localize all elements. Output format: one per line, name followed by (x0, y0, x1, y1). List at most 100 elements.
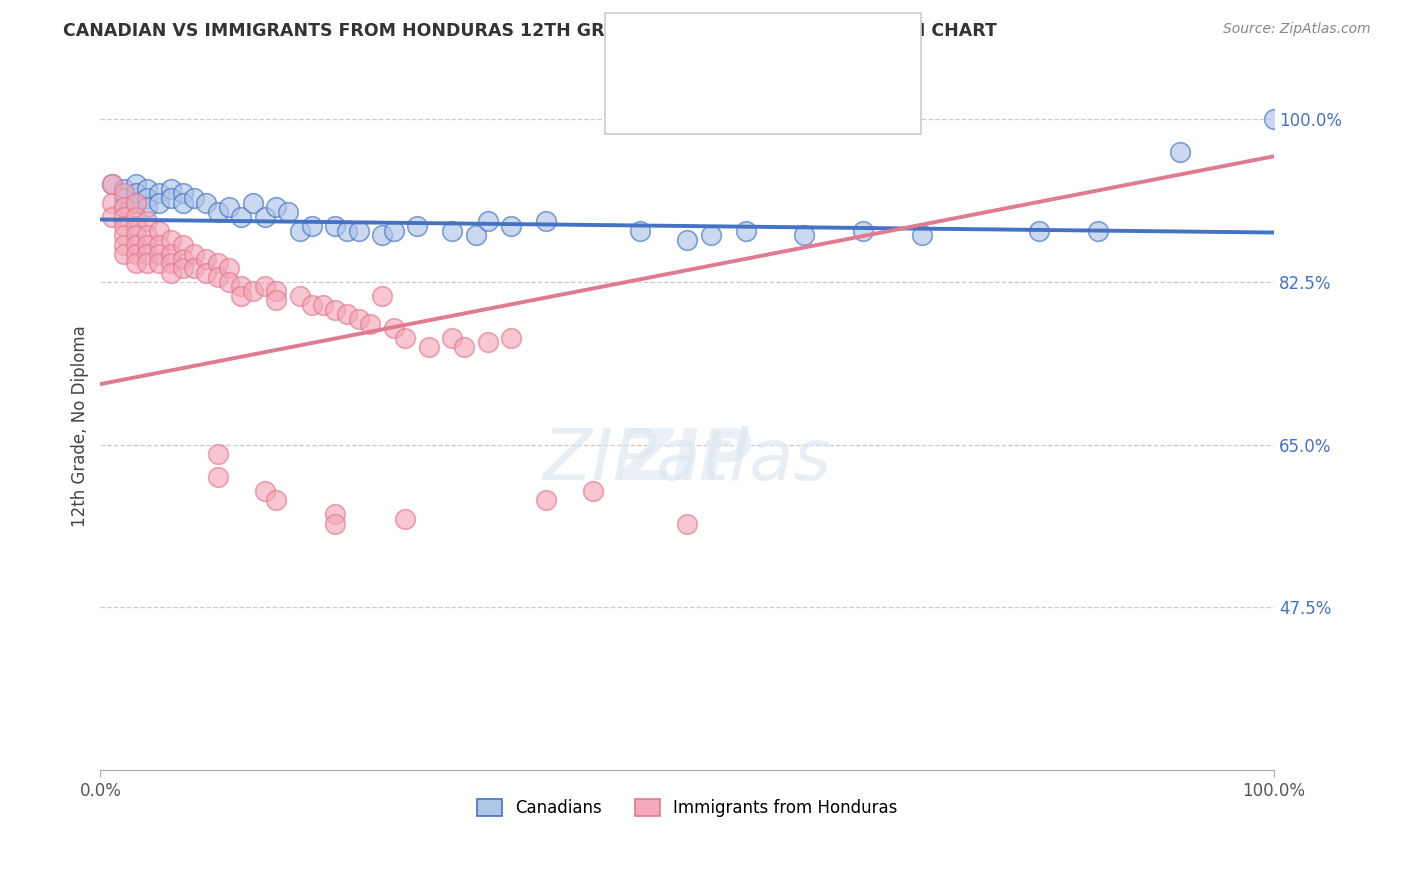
Point (136, 228, 159, 243)
Point (159, 266, 181, 280)
Point (159, 247, 181, 261)
Point (112, 247, 135, 261)
Point (112, 191, 135, 205)
Point (676, 233, 699, 247)
Point (112, 219, 135, 233)
Point (382, 224, 405, 238)
Point (112, 237, 135, 252)
Point (183, 260, 205, 275)
Point (124, 177, 146, 191)
Point (159, 256, 181, 270)
Text: N =: N = (756, 87, 808, 105)
Point (112, 210, 135, 224)
Point (266, 493, 288, 508)
Point (242, 284, 264, 298)
Point (288, 289, 311, 303)
Point (477, 335, 499, 350)
Point (288, 224, 311, 238)
Point (536, 493, 558, 508)
Point (112, 201, 135, 215)
Point (218, 201, 240, 215)
Point (418, 340, 440, 354)
Point (323, 508, 346, 522)
Point (124, 195, 146, 210)
Point (183, 191, 205, 205)
Point (194, 252, 217, 266)
Point (1028, 224, 1050, 238)
Point (136, 256, 159, 270)
Text: N =: N = (756, 29, 808, 47)
Point (194, 195, 217, 210)
Point (148, 195, 170, 210)
Point (253, 210, 276, 224)
Point (266, 293, 288, 308)
Point (136, 182, 159, 196)
Point (323, 219, 346, 233)
Text: ZIPatlas: ZIPatlas (543, 425, 831, 495)
Point (112, 201, 135, 215)
Point (136, 191, 159, 205)
Point (464, 228, 486, 243)
Point (477, 214, 499, 228)
Point (501, 330, 523, 344)
Point (1087, 224, 1109, 238)
Point (124, 210, 146, 224)
Point (699, 228, 721, 243)
Point (218, 260, 240, 275)
Point (136, 247, 159, 261)
Point (441, 224, 464, 238)
Point (172, 186, 194, 201)
Point (394, 330, 416, 344)
Point (266, 284, 288, 298)
Point (207, 470, 229, 484)
Point (582, 483, 605, 498)
Point (124, 237, 146, 252)
Point (793, 228, 815, 243)
Point (112, 182, 135, 196)
Point (148, 186, 170, 201)
Point (136, 201, 159, 215)
Text: 50: 50 (796, 29, 823, 48)
Point (159, 191, 181, 205)
Point (124, 247, 146, 261)
Point (323, 302, 346, 317)
Point (406, 219, 429, 233)
Point (301, 219, 323, 233)
Point (628, 224, 651, 238)
Point (453, 340, 475, 354)
Point (112, 186, 135, 201)
Text: 72: 72 (796, 87, 823, 106)
Point (101, 210, 124, 224)
Point (253, 279, 276, 293)
Legend: Canadians, Immigrants from Honduras: Canadians, Immigrants from Honduras (470, 792, 904, 823)
Point (194, 266, 217, 280)
Point (852, 224, 875, 238)
Point (253, 483, 276, 498)
Point (371, 289, 394, 303)
Point (242, 195, 264, 210)
Point (347, 312, 370, 326)
Point (312, 298, 335, 312)
Point (231, 279, 253, 293)
Point (207, 270, 229, 285)
Point (124, 186, 146, 201)
Point (183, 247, 205, 261)
Point (124, 256, 146, 270)
Text: R =: R = (661, 87, 700, 105)
Point (172, 237, 194, 252)
Point (159, 182, 181, 196)
Point (207, 205, 229, 219)
Point (382, 321, 405, 335)
Point (676, 516, 699, 531)
Point (172, 252, 194, 266)
Point (136, 237, 159, 252)
Point (336, 224, 359, 238)
Point (501, 219, 523, 233)
Point (371, 228, 394, 243)
Point (323, 516, 346, 531)
Text: CANADIAN VS IMMIGRANTS FROM HONDURAS 12TH GRADE, NO DIPLOMA CORRELATION CHART: CANADIAN VS IMMIGRANTS FROM HONDURAS 12T… (63, 22, 997, 40)
Text: R =: R = (661, 29, 700, 47)
Point (441, 330, 464, 344)
Point (101, 177, 124, 191)
Point (347, 224, 370, 238)
